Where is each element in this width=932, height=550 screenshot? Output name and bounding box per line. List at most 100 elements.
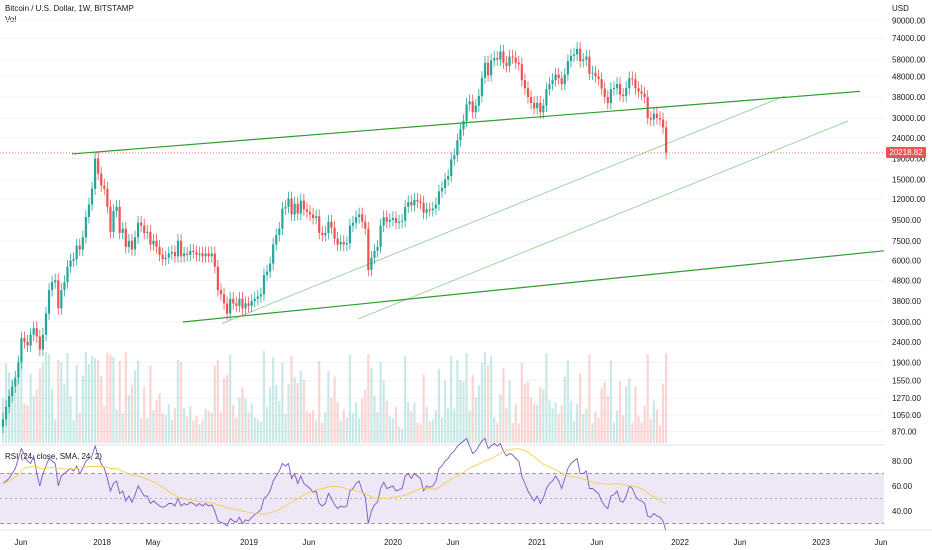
price-tick-label: 1050.00: [892, 411, 921, 420]
candle-body: [106, 188, 109, 207]
volume-bar: [176, 360, 180, 443]
volume-bar: [536, 404, 539, 443]
volume-bar: [431, 419, 434, 443]
volume-bar: [557, 413, 560, 443]
volume-bar: [173, 408, 177, 443]
volume-bar: [140, 418, 143, 443]
volume-bar: [388, 416, 391, 443]
volume-bar: [256, 419, 259, 443]
time-tick-label: Jun: [447, 538, 460, 547]
volume-bar: [410, 411, 413, 443]
candle-body: [465, 104, 468, 121]
candle-body: [112, 211, 115, 232]
volume-bar: [90, 356, 94, 443]
price-axis: USD 90000.00 74000.00 58000.00 48000.00 38000…: [892, 4, 926, 516]
candle-body: [121, 228, 124, 233]
volume-bar: [281, 363, 284, 443]
volume-bar: [253, 417, 256, 443]
time-tick-label: Jun: [303, 538, 316, 547]
volume-bar: [566, 360, 569, 443]
volume-bar: [483, 352, 487, 443]
candle-body: [545, 89, 548, 106]
volume-bar: [416, 422, 419, 443]
volume-bar: [136, 360, 140, 443]
candle-body: [575, 48, 579, 55]
candle-body: [419, 201, 422, 203]
candle-body: [554, 74, 557, 81]
volume-bar: [47, 354, 51, 443]
volume-bar: [81, 375, 84, 443]
candle-body: [118, 206, 121, 233]
volume-bar: [315, 420, 318, 443]
volume-bar: [78, 412, 81, 443]
candle-body: [103, 185, 106, 189]
price-tick-label: 9500.00: [892, 216, 921, 225]
volume-bar: [94, 358, 97, 443]
candle-body: [628, 78, 631, 89]
volume-bar: [575, 403, 579, 443]
candle-body: [539, 102, 542, 113]
volume-bar: [216, 360, 219, 443]
price-tick-label: 2400.00: [892, 338, 921, 347]
candle-body: [579, 48, 582, 62]
candle-body: [582, 59, 585, 62]
volume-bar: [554, 402, 557, 443]
candle-body: [54, 280, 57, 283]
time-tick-label: 2023: [812, 538, 830, 547]
volume-bar: [640, 422, 643, 443]
volume-bar: [84, 352, 87, 443]
volume-bar: [75, 365, 78, 443]
volume-bar: [661, 383, 665, 443]
candle-body: [272, 244, 275, 264]
volume-bar: [284, 414, 287, 443]
candle-body: [290, 198, 293, 215]
candle-body: [57, 280, 60, 309]
candle-body: [388, 219, 391, 222]
candle-body: [296, 203, 299, 214]
volume-bar: [29, 373, 32, 443]
volume-bar: [625, 386, 628, 443]
volume-bar: [161, 412, 164, 443]
volume-bar: [342, 409, 345, 443]
volume-bar: [268, 387, 272, 443]
time-tick-label: Jun: [15, 538, 28, 547]
candle-body: [557, 74, 560, 79]
candle-body: [66, 266, 69, 283]
time-tick-label: 2022: [671, 538, 689, 547]
candle-body: [232, 298, 235, 304]
candle-body: [176, 240, 180, 257]
volume-bar: [324, 411, 327, 443]
volume-bar: [345, 417, 348, 443]
volume-bar: [164, 415, 167, 443]
volume-bar: [204, 408, 207, 443]
candle-body: [358, 214, 361, 218]
volume-bar: [600, 388, 603, 443]
volume-bar: [425, 406, 428, 443]
volume-bar: [468, 410, 471, 443]
candle-body: [618, 84, 622, 95]
volume-bar: [109, 355, 112, 443]
chart-title: Bitcoin / U.S. Dollar, 1W, BITSTAMP: [5, 4, 134, 13]
trendline-upper: [71, 90, 861, 155]
volume-bar: [38, 368, 41, 443]
candle-body: [496, 58, 499, 60]
time-tick-label: May: [145, 538, 160, 547]
price-tick-label: 58000.00: [892, 56, 926, 65]
volume-bar: [508, 380, 511, 443]
candle-body: [459, 129, 462, 141]
volume-bar: [179, 362, 183, 443]
candle-body: [170, 252, 173, 254]
volume-bar: [649, 418, 652, 443]
volume-bar: [493, 417, 496, 443]
candle-body: [253, 298, 256, 302]
rsi-line: [2, 437, 667, 532]
candle-body: [401, 220, 404, 222]
volume-bar: [523, 383, 526, 443]
trendline-diag-2: [357, 120, 849, 320]
candle-body: [167, 253, 170, 258]
candle-body: [354, 217, 358, 223]
candle-body: [520, 64, 523, 81]
candle-body: [517, 62, 520, 65]
candle-body: [609, 89, 612, 104]
